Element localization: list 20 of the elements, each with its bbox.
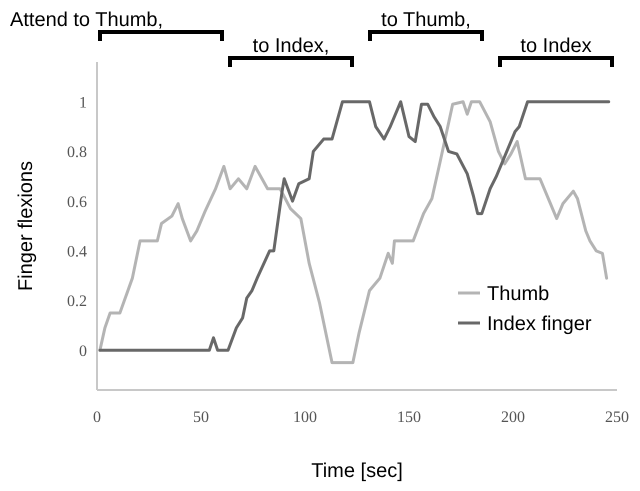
text: to Index — [520, 35, 592, 57]
x-tick-label: 0 — [93, 409, 101, 426]
x-tick-label: 50 — [193, 409, 209, 426]
legend-label: Index finger — [487, 313, 592, 335]
y-tick-label: 1 — [79, 94, 87, 112]
y-tick-label: 0.8 — [67, 144, 87, 162]
y-axis-title: Finger flexions — [15, 160, 37, 292]
text: to Index, — [252, 35, 330, 57]
legend-label: Thumb — [487, 283, 550, 305]
y-tick-label: 0.6 — [67, 194, 87, 211]
x-tick-label: 250 — [605, 409, 629, 426]
text: to Thumb, — [381, 9, 471, 31]
x-tick-label: 200 — [501, 409, 525, 426]
y-tick-label: 0 — [79, 342, 87, 360]
y-tick-label: 0.2 — [67, 293, 87, 310]
x-tick-label: 100 — [293, 409, 317, 426]
x-tick-label: 150 — [397, 409, 421, 426]
y-tick-label: 0.4 — [67, 243, 87, 260]
text: Attend to Thumb, — [10, 9, 164, 31]
x-axis-title: Time [sec] — [311, 460, 403, 482]
